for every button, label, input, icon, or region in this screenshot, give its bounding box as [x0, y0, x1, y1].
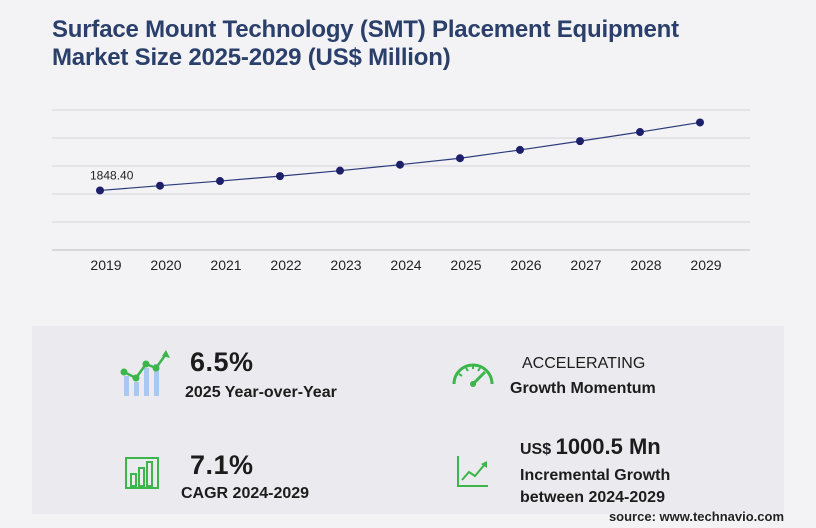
x-axis-ticks: 2019 2020 2021 2022 2023 2024 2025 2026 2027 2028…: [90, 257, 721, 273]
incremental-label-1: Incremental Growth: [520, 467, 671, 484]
x-tick-label: 2024: [390, 257, 421, 273]
cagr-value: 7.1%: [190, 450, 254, 480]
yoy-value: 6.5%: [190, 347, 254, 377]
annotations: 1848.40: [90, 168, 134, 182]
x-tick-label: 2029: [690, 257, 721, 273]
x-tick-label: 2023: [330, 257, 361, 273]
data-point: [636, 128, 644, 137]
data-label: 1848.40: [90, 168, 134, 182]
cagr-label: CAGR 2024-2029: [181, 485, 310, 502]
data-point: [396, 160, 404, 169]
x-tick-label: 2025: [450, 257, 481, 273]
data-points: [96, 118, 704, 195]
data-point: [276, 172, 284, 181]
momentum-label: Growth Momentum: [510, 380, 656, 397]
source-credit: source: www.technavio.com: [608, 509, 784, 524]
data-point: [456, 154, 464, 163]
incremental-value: 1000.5 Mn: [555, 434, 661, 459]
incremental-value-group: US$ 1000.5 Mn: [520, 434, 661, 460]
data-point: [336, 166, 344, 175]
x-tick-label: 2020: [150, 257, 181, 273]
x-tick-label: 2019: [90, 257, 121, 273]
growth-chart-icon: [120, 350, 170, 396]
incremental-prefix: US$: [520, 441, 552, 458]
incremental-label-2: between 2024-2029: [520, 489, 665, 506]
series-line: [99, 121, 701, 192]
data-point: [216, 177, 224, 186]
data-point: [156, 181, 164, 190]
title-line-2: Market Size 2025-2029 (US$ Million): [52, 44, 451, 71]
data-point: [696, 118, 704, 127]
line-chart: 2019 2020 2021 2022 2023 2024 2025 2026 2027 2028…: [52, 109, 750, 273]
chart-title: Surface Mount Technology (SMT) Placement…: [52, 16, 792, 72]
x-tick-label: 2021: [210, 257, 241, 273]
yoy-label: 2025 Year-over-Year: [185, 384, 337, 401]
data-point: [96, 186, 104, 195]
momentum-value: ACCELERATING: [522, 355, 646, 372]
bar-chart-icon: [125, 457, 159, 489]
x-tick-label: 2028: [630, 257, 661, 273]
data-point: [576, 137, 584, 146]
data-point: [516, 145, 524, 154]
speedometer-icon: [452, 363, 494, 387]
x-tick-label: 2027: [570, 257, 601, 273]
x-tick-label: 2022: [270, 257, 301, 273]
title-line-1: Surface Mount Technology (SMT) Placement…: [52, 16, 679, 43]
trend-line-icon: [457, 456, 488, 487]
x-tick-label: 2026: [510, 257, 541, 273]
